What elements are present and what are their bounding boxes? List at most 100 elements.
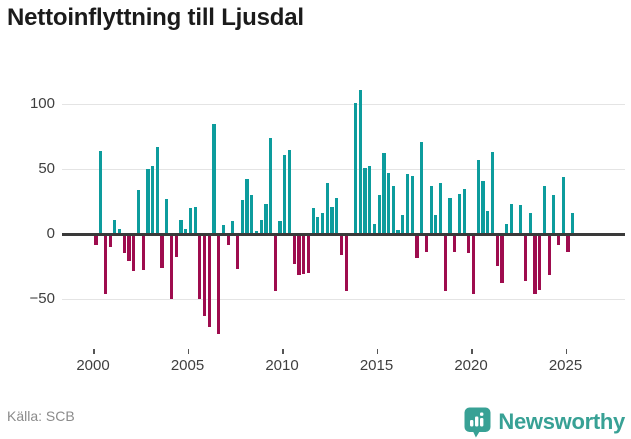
bar — [523, 235, 528, 281]
bar — [94, 235, 98, 246]
bar — [254, 231, 259, 234]
bar — [410, 175, 414, 234]
grid-line — [62, 169, 625, 170]
bar — [391, 185, 395, 234]
bar — [207, 235, 211, 328]
x-tick-label: 2010 — [265, 357, 299, 374]
x-tick-mark — [565, 349, 567, 354]
bar — [122, 235, 126, 254]
bar — [146, 169, 150, 234]
bar — [387, 172, 391, 234]
bar — [160, 235, 164, 268]
zero-axis-line — [62, 233, 625, 236]
newsworthy-bar-chart-pin-icon — [464, 407, 491, 437]
bar — [420, 141, 424, 234]
bar — [302, 235, 306, 274]
bar — [528, 213, 532, 234]
bar — [453, 235, 457, 252]
bar — [221, 224, 226, 234]
bar — [250, 195, 254, 234]
bar — [165, 198, 169, 234]
y-tick-label: 50 — [38, 160, 55, 177]
bar — [467, 235, 471, 254]
x-tick-label: 2020 — [454, 357, 488, 374]
bar — [429, 185, 433, 234]
bar — [113, 219, 117, 234]
y-tick-label: 0 — [46, 225, 55, 242]
bar — [212, 123, 216, 234]
bar — [226, 235, 230, 246]
bar — [556, 235, 561, 246]
x-tick-label: 2005 — [170, 357, 205, 374]
x-tick-label: 2015 — [359, 357, 394, 374]
newsworthy-logo[interactable]: Newsworthy — [464, 406, 625, 438]
bar — [377, 195, 381, 234]
bar — [198, 235, 202, 299]
bar — [396, 230, 400, 234]
bar — [287, 149, 292, 234]
bar — [108, 235, 112, 247]
x-tick-mark — [282, 349, 284, 354]
bar — [339, 235, 344, 255]
bar — [269, 137, 273, 234]
x-tick-mark — [187, 349, 189, 354]
x-tick-mark — [471, 349, 473, 354]
bar — [448, 197, 452, 234]
bar — [519, 205, 523, 234]
bar — [354, 102, 358, 234]
bar — [495, 235, 499, 267]
x-tick-mark — [376, 349, 378, 354]
bar — [217, 235, 221, 334]
bar — [292, 235, 296, 264]
source-note: Källa: SCB — [7, 408, 75, 424]
bar — [236, 235, 240, 269]
bar — [174, 235, 178, 258]
bar — [278, 221, 282, 234]
x-tick-mark — [93, 349, 95, 354]
bar — [127, 235, 131, 261]
bar — [434, 214, 438, 234]
bar — [547, 235, 551, 276]
x-tick-label: 2000 — [76, 357, 110, 374]
y-tick-label: −50 — [29, 290, 55, 307]
bar — [151, 166, 155, 234]
bar — [184, 228, 188, 234]
bar — [472, 235, 476, 294]
bar — [500, 235, 504, 284]
bar — [188, 208, 192, 234]
bar — [169, 235, 174, 299]
bar — [240, 200, 244, 234]
x-tick-label: 2025 — [548, 357, 583, 374]
bar — [311, 208, 315, 234]
plot-area: 100 50 0 −50 2000 2005 2010 2015 2020 2025 — [0, 60, 631, 390]
y-tick-label: 100 — [29, 95, 55, 112]
bar — [542, 185, 546, 234]
bar — [99, 150, 103, 234]
bar — [368, 166, 372, 234]
bar — [273, 235, 277, 291]
bar — [136, 189, 141, 234]
bar — [320, 213, 325, 234]
bar — [118, 228, 122, 234]
bar — [316, 217, 320, 234]
bar — [297, 235, 301, 276]
bar — [372, 223, 377, 234]
grid-line — [62, 299, 625, 300]
bar — [335, 197, 339, 234]
bar — [566, 235, 570, 252]
bar — [382, 153, 386, 234]
bar — [363, 167, 367, 234]
bar — [561, 176, 565, 234]
bar — [405, 174, 410, 234]
bar — [552, 195, 556, 234]
bar — [132, 235, 136, 272]
chart-title: Nettoinflyttning till Ljusdal — [7, 4, 304, 31]
bar — [462, 188, 466, 234]
bar — [538, 235, 542, 290]
bar — [283, 154, 287, 234]
bar — [443, 235, 447, 291]
bar — [155, 146, 159, 234]
bar — [457, 193, 462, 234]
bar — [490, 152, 495, 234]
